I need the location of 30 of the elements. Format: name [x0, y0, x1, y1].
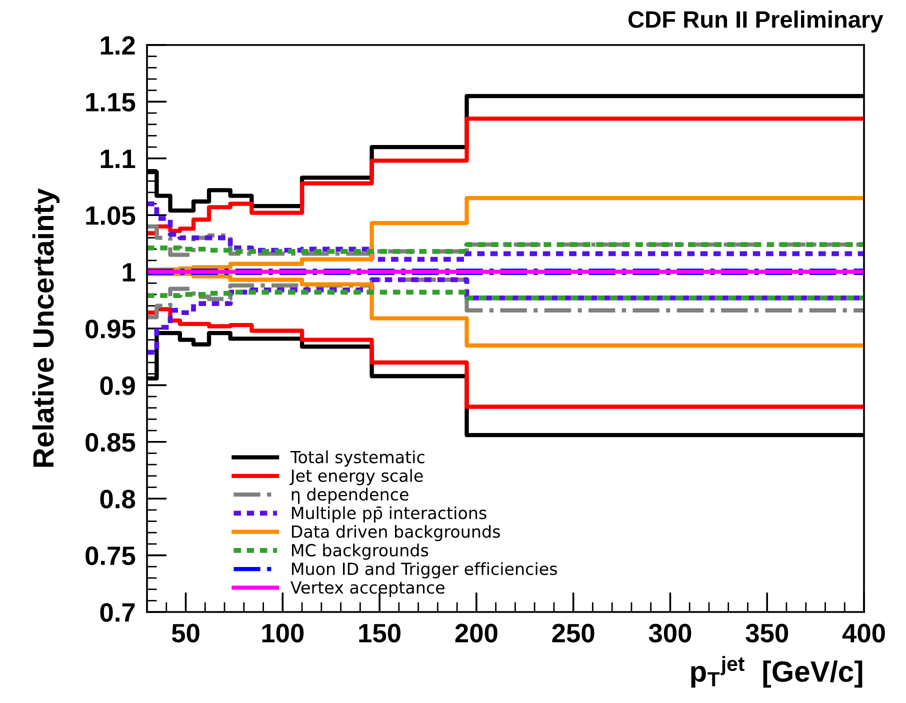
legend-label: η dependence: [292, 488, 408, 504]
legend-label: Data driven backgrounds: [292, 524, 500, 542]
x-tick-label: 50: [172, 624, 200, 642]
legend-label: Total systematic: [290, 450, 424, 467]
y-tick-label: 1: [122, 263, 136, 282]
y-tick-label: 0.7: [100, 603, 135, 622]
legend-label: MC backgrounds: [292, 544, 428, 560]
x-axis-title: p$_{T}$$^{jet}$ [GeV/c]: [691, 656, 862, 688]
x-tick-label: 250: [552, 624, 594, 642]
x-tick-label: 350: [746, 624, 788, 643]
x-tick-label: 400: [842, 624, 885, 642]
legend-label: Jet energy scale: [290, 469, 423, 486]
x-tick-label: 300: [648, 624, 692, 643]
legend-label: Vertex acceptance: [290, 581, 444, 597]
y-tick-label: 0.9: [100, 376, 135, 396]
x-tick-label: 150: [359, 624, 400, 642]
y-tick-label: 1.15: [86, 93, 136, 112]
chart-title: CDF Run II Preliminary: [628, 10, 884, 33]
y-tick-label: 1.2: [100, 36, 135, 55]
y-tick-label: 0.75: [86, 546, 136, 566]
y-tick-label: 1.1: [100, 150, 136, 168]
y-tick-label: 0.8: [100, 490, 136, 508]
y-tick-label: 0.95: [86, 320, 136, 338]
y-tick-label: 0.85: [86, 433, 136, 452]
x-tick-label: 100: [262, 624, 304, 642]
x-tick-label: 200: [455, 624, 498, 642]
legend-label: Muon ID and Trigger efficiencies: [292, 562, 557, 578]
legend-label: Multiple pp̄ interactions: [292, 506, 486, 522]
y-tick-label: 1.05: [86, 206, 136, 225]
y-axis-title: Relative Uncertainty: [32, 188, 60, 467]
